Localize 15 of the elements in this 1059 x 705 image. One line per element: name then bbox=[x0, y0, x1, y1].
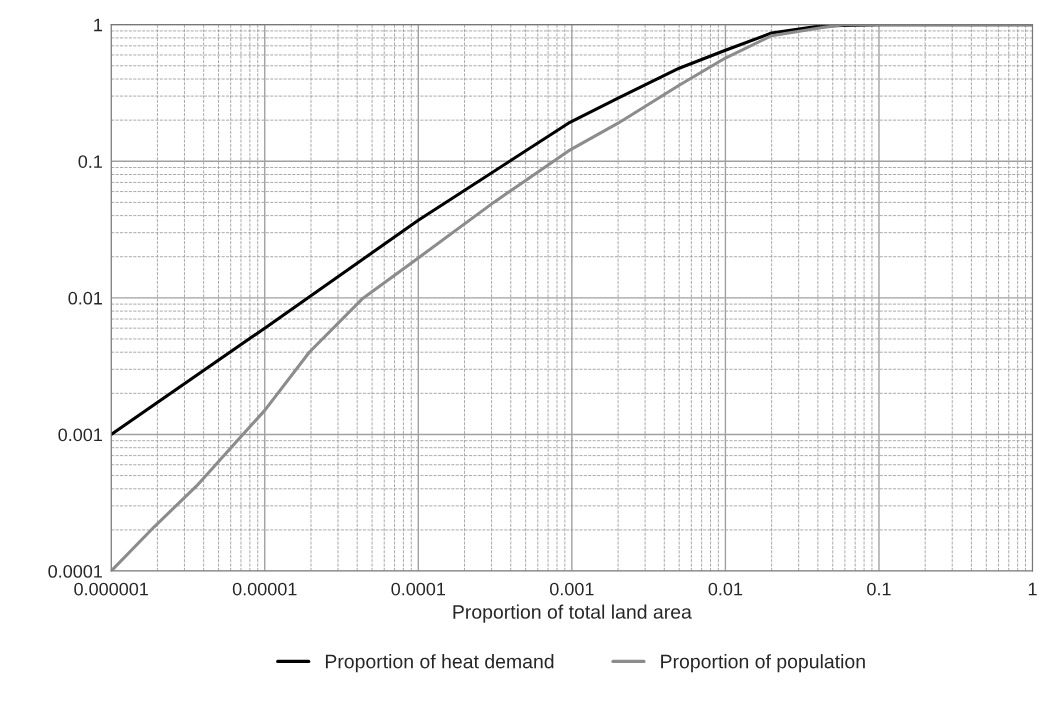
x-tick-label: 0.0001 bbox=[391, 582, 446, 596]
x-tick-label: 0.001 bbox=[549, 582, 594, 596]
x-tick-label: 0.000001 bbox=[74, 582, 148, 596]
x-axis-title: Proportion of total land area bbox=[453, 604, 692, 623]
y-tick-label: 0.0001 bbox=[48, 564, 102, 578]
x-tick-label: 0.1 bbox=[867, 582, 891, 596]
legend-label: Proportion of heat demand bbox=[325, 654, 554, 673]
x-tick-label: 0.00001 bbox=[232, 582, 297, 596]
y-tick-label: 1 bbox=[94, 18, 102, 32]
y-tick-label: 0.01 bbox=[68, 291, 102, 305]
y-tick-label: 0.1 bbox=[78, 155, 102, 168]
legend-label: Proportion of population bbox=[661, 654, 865, 673]
y-tick-label: 0.001 bbox=[58, 428, 102, 442]
x-tick-label: 1 bbox=[1028, 582, 1037, 596]
x-tick-label: 0.01 bbox=[708, 582, 743, 596]
